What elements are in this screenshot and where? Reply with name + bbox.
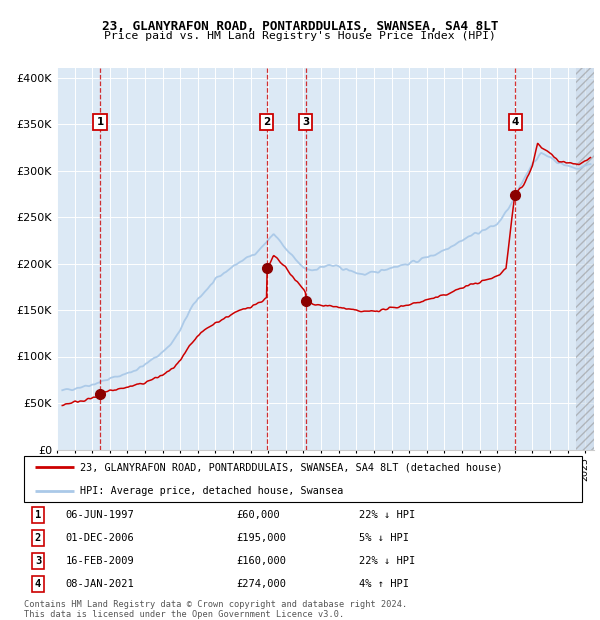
Text: 22% ↓ HPI: 22% ↓ HPI [359,510,415,520]
Text: £60,000: £60,000 [236,510,280,520]
Text: 08-JAN-2021: 08-JAN-2021 [66,578,134,589]
Text: £195,000: £195,000 [236,533,286,543]
FancyBboxPatch shape [24,456,582,502]
Text: 4% ↑ HPI: 4% ↑ HPI [359,578,409,589]
Text: 1: 1 [35,510,41,520]
Text: Contains HM Land Registry data © Crown copyright and database right 2024.: Contains HM Land Registry data © Crown c… [24,600,407,609]
Text: HPI: Average price, detached house, Swansea: HPI: Average price, detached house, Swan… [80,485,343,495]
Text: 2: 2 [35,533,41,543]
Text: 16-FEB-2009: 16-FEB-2009 [66,556,134,566]
Polygon shape [577,68,594,450]
Text: 01-DEC-2006: 01-DEC-2006 [66,533,134,543]
Text: 3: 3 [35,556,41,566]
Text: 06-JUN-1997: 06-JUN-1997 [66,510,134,520]
Text: 22% ↓ HPI: 22% ↓ HPI [359,556,415,566]
Text: £160,000: £160,000 [236,556,286,566]
Text: 3: 3 [302,117,310,127]
Text: 23, GLANYRAFON ROAD, PONTARDDULAIS, SWANSEA, SA4 8LT (detached house): 23, GLANYRAFON ROAD, PONTARDDULAIS, SWAN… [80,463,502,472]
Text: 2: 2 [263,117,271,127]
Text: £274,000: £274,000 [236,578,286,589]
Text: 1: 1 [97,117,104,127]
Text: Price paid vs. HM Land Registry's House Price Index (HPI): Price paid vs. HM Land Registry's House … [104,31,496,41]
Text: This data is licensed under the Open Government Licence v3.0.: This data is licensed under the Open Gov… [24,610,344,619]
Text: 5% ↓ HPI: 5% ↓ HPI [359,533,409,543]
Text: 4: 4 [35,578,41,589]
Text: 23, GLANYRAFON ROAD, PONTARDDULAIS, SWANSEA, SA4 8LT: 23, GLANYRAFON ROAD, PONTARDDULAIS, SWAN… [102,20,498,33]
Text: 4: 4 [512,117,519,127]
